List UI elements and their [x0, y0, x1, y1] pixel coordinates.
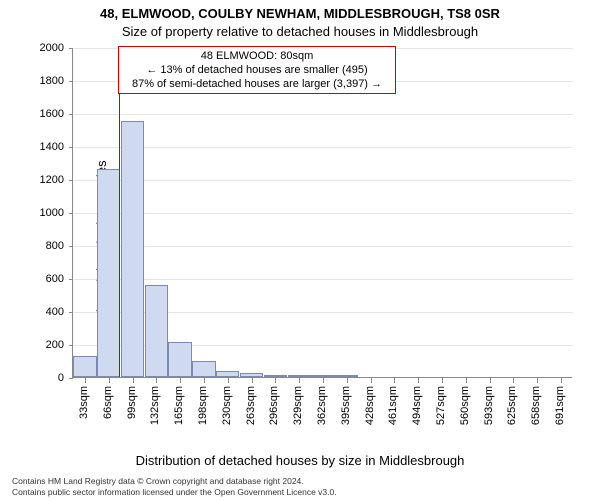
gridline [73, 246, 573, 247]
histogram-bar [168, 342, 191, 377]
xtick-mark [85, 377, 86, 383]
info-line-1: 48 ELMWOOD: 80sqm [127, 49, 387, 63]
xtick-label: 691sqm [554, 386, 566, 425]
ytick-label: 600 [0, 273, 64, 285]
plot-area [72, 48, 572, 378]
xtick-label: 230sqm [221, 386, 233, 425]
xtick-label: 362sqm [316, 386, 328, 425]
chart-title-sub: Size of property relative to detached ho… [0, 24, 600, 39]
ytick-mark [69, 48, 73, 49]
xtick-mark [275, 377, 276, 383]
histogram-bar [73, 356, 96, 377]
xtick-mark [442, 377, 443, 383]
xtick-mark [156, 377, 157, 383]
xtick-mark [513, 377, 514, 383]
xtick-label: 132sqm [149, 386, 161, 425]
xtick-label: 658sqm [530, 386, 542, 425]
ytick-label: 1400 [0, 141, 64, 153]
ytick-mark [69, 180, 73, 181]
x-axis-label: Distribution of detached houses by size … [0, 453, 600, 468]
ytick-mark [69, 81, 73, 82]
xtick-mark [537, 377, 538, 383]
gridline [73, 213, 573, 214]
ytick-mark [69, 279, 73, 280]
ytick-label: 400 [0, 306, 64, 318]
xtick-mark [418, 377, 419, 383]
ytick-label: 1800 [0, 75, 64, 87]
xtick-mark [490, 377, 491, 383]
xtick-mark [133, 377, 134, 383]
xtick-label: 296sqm [268, 386, 280, 425]
xtick-mark [228, 377, 229, 383]
xtick-label: 99sqm [126, 386, 138, 419]
xtick-label: 593sqm [483, 386, 495, 425]
xtick-mark [466, 377, 467, 383]
xtick-label: 66sqm [102, 386, 114, 419]
xtick-mark [252, 377, 253, 383]
attribution: Contains HM Land Registry data © Crown c… [12, 476, 337, 498]
xtick-mark [323, 377, 324, 383]
gridline [73, 180, 573, 181]
attribution-line-2: Contains public sector information licen… [12, 487, 337, 498]
xtick-mark [109, 377, 110, 383]
xtick-label: 494sqm [411, 386, 423, 425]
property-marker-line [119, 48, 120, 377]
histogram-bar [145, 285, 168, 377]
xtick-label: 165sqm [173, 386, 185, 425]
xtick-mark [180, 377, 181, 383]
ytick-label: 0 [0, 372, 64, 384]
gridline [73, 279, 573, 280]
ytick-mark [69, 345, 73, 346]
xtick-mark [394, 377, 395, 383]
ytick-label: 1600 [0, 108, 64, 120]
ytick-mark [69, 147, 73, 148]
xtick-label: 428sqm [364, 386, 376, 425]
xtick-label: 560sqm [459, 386, 471, 425]
ytick-mark [69, 114, 73, 115]
ytick-label: 1200 [0, 174, 64, 186]
gridline [73, 114, 573, 115]
histogram-bar [192, 361, 215, 378]
histogram-bar [97, 169, 120, 377]
ytick-label: 2000 [0, 42, 64, 54]
ytick-mark [69, 378, 73, 379]
ytick-label: 800 [0, 240, 64, 252]
xtick-label: 33sqm [78, 386, 90, 419]
xtick-label: 527sqm [435, 386, 447, 425]
ytick-label: 1000 [0, 207, 64, 219]
xtick-mark [561, 377, 562, 383]
property-info-box: 48 ELMWOOD: 80sqm ← 13% of detached hous… [118, 46, 396, 94]
property-size-chart: 48, ELMWOOD, COULBY NEWHAM, MIDDLESBROUG… [0, 0, 600, 500]
ytick-mark [69, 246, 73, 247]
histogram-bar [121, 121, 144, 377]
info-line-2: ← 13% of detached houses are smaller (49… [127, 63, 387, 77]
ytick-mark [69, 312, 73, 313]
xtick-label: 329sqm [292, 386, 304, 425]
attribution-line-1: Contains HM Land Registry data © Crown c… [12, 476, 337, 487]
xtick-mark [299, 377, 300, 383]
gridline [73, 147, 573, 148]
ytick-label: 200 [0, 339, 64, 351]
xtick-label: 395sqm [340, 386, 352, 425]
ytick-mark [69, 213, 73, 214]
xtick-mark [204, 377, 205, 383]
xtick-label: 198sqm [197, 386, 209, 425]
xtick-label: 461sqm [387, 386, 399, 425]
xtick-mark [347, 377, 348, 383]
xtick-label: 625sqm [506, 386, 518, 425]
chart-title-address: 48, ELMWOOD, COULBY NEWHAM, MIDDLESBROUG… [0, 6, 600, 21]
info-line-3: 87% of semi-detached houses are larger (… [127, 77, 387, 91]
xtick-mark [371, 377, 372, 383]
xtick-label: 263sqm [245, 386, 257, 425]
